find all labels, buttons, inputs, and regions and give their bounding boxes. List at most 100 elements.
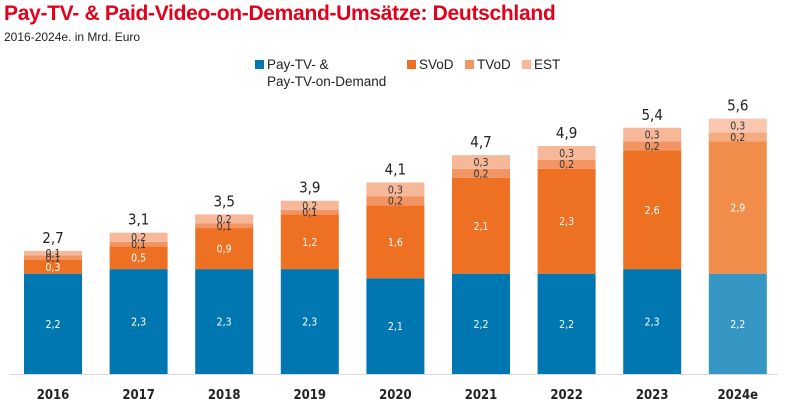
legend-swatch-tvod xyxy=(465,60,474,69)
data-label-tvod-2021: 0,2 xyxy=(473,168,488,180)
legend-swatch-est xyxy=(522,60,531,69)
data-label-est-2019: 0,2 xyxy=(302,200,317,212)
x-tick-label-2024e: 2024e xyxy=(718,388,759,403)
bar-segment-est-2024e xyxy=(708,118,767,133)
data-label-svod-2024e: 2,9 xyxy=(730,203,745,215)
data-label-svod-2022: 2,3 xyxy=(559,216,574,228)
bar-segment-pay-tv-pay-tv-on-demand-2019 xyxy=(280,269,339,374)
data-label-tvod-2019: 0,1 xyxy=(302,207,317,219)
x-tick-label-2021: 2021 xyxy=(465,388,498,403)
x-tick-label-2023: 2023 xyxy=(636,388,669,403)
data-label-est-2018: 0,2 xyxy=(217,214,232,226)
bar-segment-svod-2024e xyxy=(708,141,767,274)
bar-segment-svod-2020 xyxy=(366,205,425,279)
bar-segment-est-2016 xyxy=(24,250,82,256)
data-label-pay-tv-pay-tv-on-demand-2023: 2,3 xyxy=(645,317,660,329)
data-label-pay-tv-pay-tv-on-demand-2022: 2,2 xyxy=(559,319,574,331)
legend-swatch-svod xyxy=(407,60,416,69)
bar-segment-tvod-2018 xyxy=(195,223,254,229)
bar-segment-svod-2018 xyxy=(195,228,254,270)
data-label-svod-2018: 0,9 xyxy=(217,244,232,256)
bar-segment-tvod-2024e xyxy=(708,132,767,142)
data-label-svod-2021: 2,1 xyxy=(473,221,488,233)
bar-segment-tvod-2020 xyxy=(366,196,425,206)
x-tick-label-2018: 2018 xyxy=(208,388,241,403)
total-label-2017: 3,1 xyxy=(128,211,149,229)
bar-segment-svod-2023 xyxy=(623,150,682,270)
data-label-pay-tv-pay-tv-on-demand-2018: 2,3 xyxy=(217,317,232,329)
chart-subtitle: 2016-2024e. in Mrd. Euro xyxy=(4,30,141,44)
bar-segment-est-2021 xyxy=(452,155,510,169)
total-label-2022: 4,9 xyxy=(556,124,577,142)
bar-segment-pay-tv-pay-tv-on-demand-2017 xyxy=(109,269,168,374)
bar-segment-pay-tv-pay-tv-on-demand-2023 xyxy=(623,269,682,374)
data-label-pay-tv-pay-tv-on-demand-2021: 2,2 xyxy=(473,319,488,331)
bar-segment-pay-tv-pay-tv-on-demand-2018 xyxy=(195,269,254,374)
bar-segment-pay-tv-pay-tv-on-demand-2021 xyxy=(452,273,510,374)
x-tick-label-2019: 2019 xyxy=(294,388,327,403)
x-tick-label-2022: 2022 xyxy=(550,388,583,403)
total-label-2024e: 5,6 xyxy=(727,97,748,115)
legend-label-paytv-line1: Pay-TV- & xyxy=(267,57,329,72)
bar-segment-est-2022 xyxy=(537,146,596,160)
bar-segment-svod-2021 xyxy=(452,177,510,274)
data-label-est-2016: 0,1 xyxy=(45,248,60,260)
legend-label-svod: SVoD xyxy=(419,57,454,72)
x-tick-label-2020: 2020 xyxy=(379,388,412,403)
data-label-est-2017: 0,2 xyxy=(131,232,146,244)
legend-swatch-paytv xyxy=(255,60,264,69)
data-label-est-2022: 0,3 xyxy=(559,148,574,160)
data-label-svod-2020: 1,6 xyxy=(388,237,403,249)
data-label-svod-2023: 2,6 xyxy=(645,205,660,217)
bar-segment-svod-2017 xyxy=(109,246,168,270)
data-label-tvod-2024e: 0,2 xyxy=(730,132,745,144)
chart-title: Pay-TV- & Paid-Video-on-Demand-Umsätze: … xyxy=(4,2,556,25)
bar-segment-tvod-2022 xyxy=(537,159,596,169)
data-label-est-2024e: 0,3 xyxy=(730,120,745,132)
bar-segment-svod-2022 xyxy=(537,168,596,274)
bar-segment-tvod-2023 xyxy=(623,141,682,151)
total-label-2016: 2,7 xyxy=(42,229,63,247)
data-label-tvod-2023: 0,2 xyxy=(645,141,660,153)
bar-segment-svod-2019 xyxy=(280,214,339,270)
legend-label-est: EST xyxy=(534,57,561,72)
data-label-pay-tv-pay-tv-on-demand-2020: 2,1 xyxy=(388,321,403,333)
data-label-tvod-2020: 0,2 xyxy=(388,196,403,208)
bar-segment-tvod-2017 xyxy=(109,241,168,247)
total-label-2020: 4,1 xyxy=(385,160,406,178)
bar-segment-est-2023 xyxy=(623,127,682,142)
bar-segment-pay-tv-pay-tv-on-demand-2020 xyxy=(366,278,425,374)
data-label-est-2020: 0,3 xyxy=(388,184,403,196)
bar-segment-est-2020 xyxy=(366,182,425,197)
bar-segment-svod-2016 xyxy=(24,260,82,274)
bar-segment-pay-tv-pay-tv-on-demand-2022 xyxy=(537,273,596,374)
bar-segment-est-2019 xyxy=(280,200,339,210)
total-label-2018: 3,5 xyxy=(213,192,234,210)
data-label-pay-tv-pay-tv-on-demand-2024e: 2,2 xyxy=(730,319,745,331)
data-label-pay-tv-pay-tv-on-demand-2016: 2,2 xyxy=(45,319,60,331)
data-label-svod-2017: 0,5 xyxy=(131,253,146,265)
bar-segment-tvod-2016 xyxy=(24,255,82,260)
data-label-tvod-2016: 0,1 xyxy=(45,253,60,265)
data-label-pay-tv-pay-tv-on-demand-2019: 2,3 xyxy=(302,317,317,329)
total-label-2021: 4,7 xyxy=(470,133,491,151)
bar-segment-tvod-2019 xyxy=(280,209,339,215)
x-tick-label-2016: 2016 xyxy=(37,388,70,403)
bar-segment-tvod-2021 xyxy=(452,168,510,178)
bar-segment-est-2018 xyxy=(195,214,254,224)
data-label-tvod-2022: 0,2 xyxy=(559,159,574,171)
data-label-svod-2016: 0,3 xyxy=(45,262,60,274)
bar-segment-est-2017 xyxy=(109,232,168,242)
bar-segment-pay-tv-pay-tv-on-demand-2016 xyxy=(24,273,82,374)
data-label-tvod-2018: 0,1 xyxy=(217,221,232,233)
data-label-pay-tv-pay-tv-on-demand-2017: 2,3 xyxy=(131,317,146,329)
bar-segment-pay-tv-pay-tv-on-demand-2024e xyxy=(708,273,767,374)
legend-label-tvod: TVoD xyxy=(477,57,511,72)
data-label-tvod-2017: 0,1 xyxy=(131,239,146,251)
data-label-est-2023: 0,3 xyxy=(645,130,660,142)
total-label-2019: 3,9 xyxy=(299,179,320,197)
data-label-est-2021: 0,3 xyxy=(473,157,488,169)
data-label-svod-2019: 1,2 xyxy=(302,237,317,249)
total-label-2023: 5,4 xyxy=(641,106,662,124)
